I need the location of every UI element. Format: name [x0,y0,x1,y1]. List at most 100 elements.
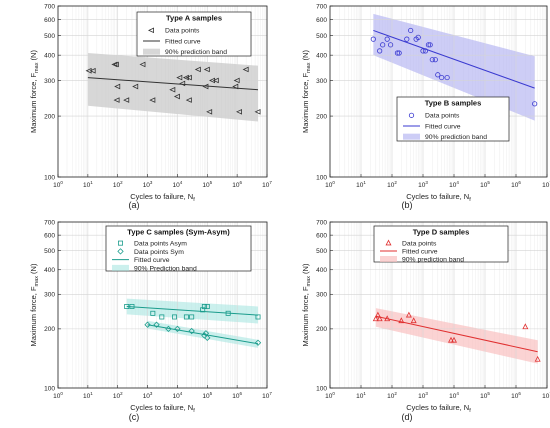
x-tick-label: 100 [325,391,335,400]
fitted-curve [375,315,538,353]
x-tick-label: 104 [173,180,183,189]
data-point [204,334,211,342]
y-axis-label-unit: (N) [301,50,310,63]
y-axis-label-subscript: max [34,276,40,287]
x-axis-label: Cycles to failure, Nf [130,192,195,203]
x-axis-label-text: Cycles to failure, N [406,403,469,412]
data-point [235,108,242,115]
x-tick-label: 106 [511,391,521,400]
x-tick-label-exponent: 3 [425,391,428,396]
y-axis-label-subscript: max [34,62,40,73]
y-tick-label: 600 [316,17,327,24]
x-tick-label-exponent: 7 [269,180,272,185]
x-tick-label-exponent: 5 [487,180,490,185]
y-axis-label-subscript: max [306,276,312,287]
data-point [183,314,189,320]
x-tick-label-base: 10 [325,393,333,400]
y-tick-label: 200 [316,326,327,333]
data-point [377,48,383,54]
y-tick-label: 700 [316,3,327,10]
legend-title: Type D samples [413,228,470,237]
x-tick-label: 100 [53,180,63,189]
data-point [194,66,201,73]
y-tick-label: 300 [44,292,55,299]
data-point [172,314,178,320]
x-tick-label: 102 [387,391,397,400]
prediction-band [375,308,538,364]
x-tick-label-base: 10 [113,182,121,189]
legend-marker [118,240,123,246]
data-point [522,323,529,330]
x-tick-label-base: 10 [325,182,333,189]
panel-caption: (b) [402,200,413,210]
legend-band-swatch [143,48,160,55]
legend-marker [385,239,392,246]
data-point [209,77,216,84]
x-tick-label-exponent: 3 [425,180,428,185]
y-axis-label: Maximum force, Fmax (N) [29,50,40,133]
x-axis-label-subscript: f [469,197,471,203]
data-point [242,66,249,73]
x-tick-label: 102 [387,180,397,189]
x-tick-label: 107 [262,391,272,400]
fitted-curve [373,29,535,89]
x-tick-label-exponent: 0 [60,180,63,185]
data-point [415,34,421,40]
y-tick-label: 300 [316,292,327,299]
data-point [396,50,402,56]
chart-panel-c: 100 101 102 103 104 105 106 1071002003004005006… [29,219,272,422]
legend-label: Data points Asym [134,241,187,248]
legend-label: Data points [402,240,437,247]
legend-marker [117,248,124,255]
legend-label: Fitted curve [134,257,170,264]
x-tick-label-exponent: 5 [210,180,213,185]
data-point [451,336,457,343]
x-tick-label-base: 10 [262,393,270,400]
panel-caption: (d) [402,412,413,422]
y-tick-label: 500 [44,33,55,40]
legend-label: Fitted curve [402,248,438,255]
legend-title: Type B samples [425,99,482,108]
data-point [89,67,96,74]
fitted-curve [126,305,259,316]
x-tick-label-base: 10 [418,182,426,189]
data-point [410,317,417,324]
x-tick-label-exponent: 2 [120,180,123,185]
x-tick-label-base: 10 [53,393,61,400]
data-point [532,101,538,107]
y-axis-label: Maximum force, Fmax (N) [301,263,312,346]
x-tick-label-base: 10 [113,393,121,400]
x-tick-label-base: 10 [232,182,240,189]
axis-frame [329,5,548,178]
data-point [376,315,383,322]
y-tick-label: 200 [44,113,55,120]
y-tick-label: 200 [316,113,327,120]
axis-frame [329,221,548,389]
x-tick-label-exponent: 5 [487,391,490,396]
x-tick-label-base: 10 [83,182,91,189]
x-tick-label-base: 10 [143,393,151,400]
x-tick-label-exponent: 4 [456,391,459,396]
x-tick-label: 101 [83,391,93,400]
x-axis-label-subscript: f [193,408,195,414]
data-point [420,48,426,54]
data-point [372,315,379,322]
y-tick-label: 400 [44,267,55,274]
y-axis-label-text: Maximum force, F [29,73,38,133]
x-tick-label-base: 10 [173,182,181,189]
legend-label: Data points [425,113,460,120]
x-tick-label-base: 10 [418,393,426,400]
y-axis-label-unit: (N) [301,263,310,276]
y-tick-label: 200 [44,326,55,333]
y-tick-label: 500 [44,248,55,255]
x-tick-label: 103 [418,180,428,189]
data-point [112,61,119,68]
x-axis-label: Cycles to failure, Nf [406,403,471,414]
x-tick-label-exponent: 1 [90,391,93,396]
data-point [387,42,394,48]
x-tick-label-base: 10 [480,393,488,400]
x-tick-label-exponent: 6 [240,391,243,396]
x-tick-label: 104 [449,180,459,189]
data-point [212,77,219,84]
